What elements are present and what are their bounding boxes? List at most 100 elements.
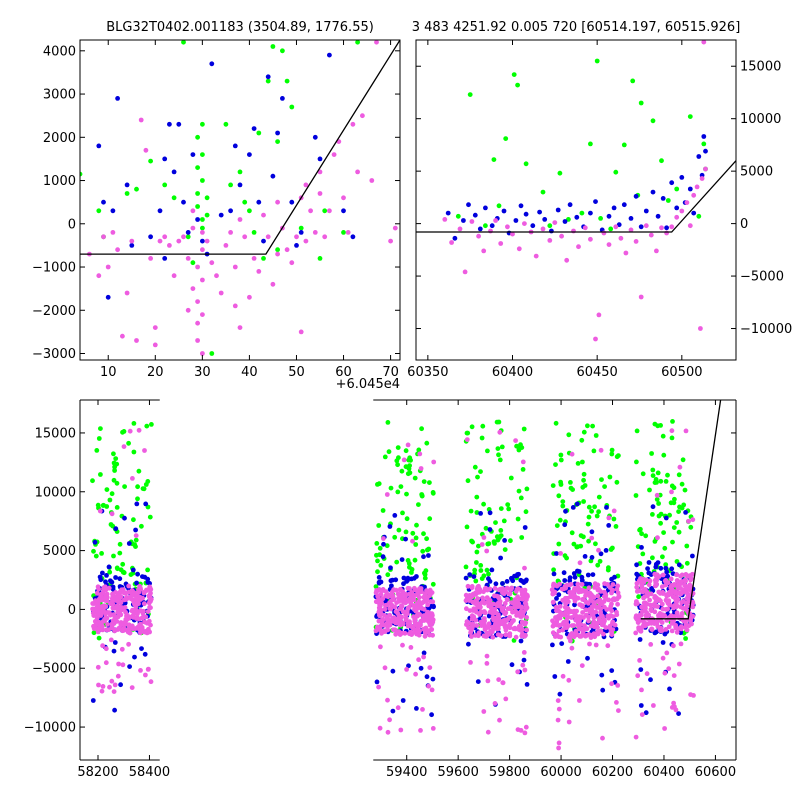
magenta-point: [593, 642, 599, 648]
green-point: [636, 594, 641, 600]
blue-point: [390, 668, 396, 674]
green-point: [687, 114, 693, 119]
magenta-point: [644, 601, 650, 607]
magenta-point: [481, 535, 487, 540]
magenta-point: [496, 677, 502, 682]
x-tick-label: 60600: [695, 765, 736, 780]
x-tick-label: 58400: [129, 765, 170, 780]
blue-point: [638, 703, 644, 708]
blue-point: [655, 213, 661, 219]
blue-point: [483, 205, 488, 211]
green-point: [669, 483, 675, 489]
magenta-point: [118, 589, 123, 594]
magenta-point: [395, 705, 401, 711]
y-tick-label: −1000: [32, 261, 76, 276]
magenta-point: [679, 208, 685, 214]
magenta-point: [397, 632, 403, 637]
blue-point: [669, 180, 675, 186]
magenta-point: [148, 256, 154, 261]
blue-point: [256, 199, 262, 205]
magenta-point: [646, 582, 652, 588]
magenta-point: [91, 623, 96, 629]
magenta-point: [655, 604, 660, 609]
blue-point: [466, 641, 471, 647]
magenta-point: [687, 223, 693, 229]
magenta-point: [581, 588, 587, 594]
magenta-point: [683, 428, 689, 434]
magenta-point: [466, 620, 472, 626]
green-point: [558, 452, 564, 458]
magenta-point: [596, 547, 601, 553]
magenta-point: [97, 508, 103, 514]
magenta-point: [597, 618, 603, 624]
magenta-point: [425, 602, 431, 608]
green-point: [480, 423, 486, 429]
magenta-point: [478, 619, 484, 625]
magenta-point: [419, 600, 425, 606]
green-point: [515, 82, 520, 88]
green-point: [468, 508, 474, 514]
blue-point: [565, 659, 571, 664]
green-point: [593, 433, 599, 438]
green-point: [550, 483, 556, 488]
magenta-point: [504, 585, 510, 591]
green-point: [665, 198, 671, 203]
blue-point: [390, 708, 396, 714]
magenta-point: [674, 578, 680, 583]
green-point: [655, 470, 661, 476]
magenta-point: [511, 618, 516, 623]
blue-point: [574, 214, 580, 220]
green-point: [581, 429, 587, 435]
magenta-point: [394, 620, 400, 626]
magenta-point: [678, 626, 684, 632]
x-tick-label: 10: [100, 365, 117, 380]
green-point: [498, 506, 504, 511]
magenta-point: [686, 518, 691, 524]
green-point: [494, 419, 500, 425]
blue-point: [493, 581, 499, 587]
magenta-point: [557, 581, 562, 587]
magenta-point: [113, 618, 118, 623]
blue-point: [132, 654, 137, 660]
green-point: [498, 528, 504, 533]
magenta-point: [484, 661, 490, 666]
green-point: [540, 189, 546, 195]
green-point: [475, 474, 480, 480]
blue-point: [582, 554, 588, 559]
magenta-point: [428, 592, 433, 597]
magenta-point: [94, 626, 100, 632]
green-point: [374, 541, 380, 546]
blue-point: [489, 567, 495, 573]
magenta-point: [558, 551, 563, 556]
magenta-point: [633, 630, 639, 636]
magenta-point: [331, 152, 337, 158]
green-point: [117, 550, 123, 556]
blue-point: [676, 562, 682, 568]
magenta-point: [671, 594, 677, 600]
magenta-point: [673, 707, 679, 713]
magenta-point: [484, 633, 490, 639]
magenta-point: [647, 578, 653, 584]
x-tick-label: 60400: [492, 365, 533, 380]
y-tick-label: −3000: [32, 347, 76, 362]
blue-point: [118, 682, 123, 688]
magenta-point: [485, 729, 491, 735]
magenta-point: [107, 684, 112, 690]
magenta-point: [569, 451, 575, 457]
magenta-point: [679, 611, 685, 617]
green-point: [419, 426, 424, 432]
green-point: [634, 459, 639, 465]
green-point: [650, 473, 656, 478]
blue-point: [275, 130, 280, 136]
model-line: [416, 160, 736, 233]
magenta-point: [270, 281, 276, 287]
green-point: [223, 121, 229, 127]
magenta-point: [508, 621, 514, 627]
title-right: 3 483 4251.92 0.005 720 [60514.197, 6051…: [412, 20, 741, 35]
magenta-point: [109, 596, 115, 601]
blue-point: [312, 134, 318, 140]
green-point: [403, 529, 409, 535]
magenta-point: [540, 226, 546, 232]
blue-point: [251, 126, 257, 131]
green-point: [195, 191, 201, 196]
